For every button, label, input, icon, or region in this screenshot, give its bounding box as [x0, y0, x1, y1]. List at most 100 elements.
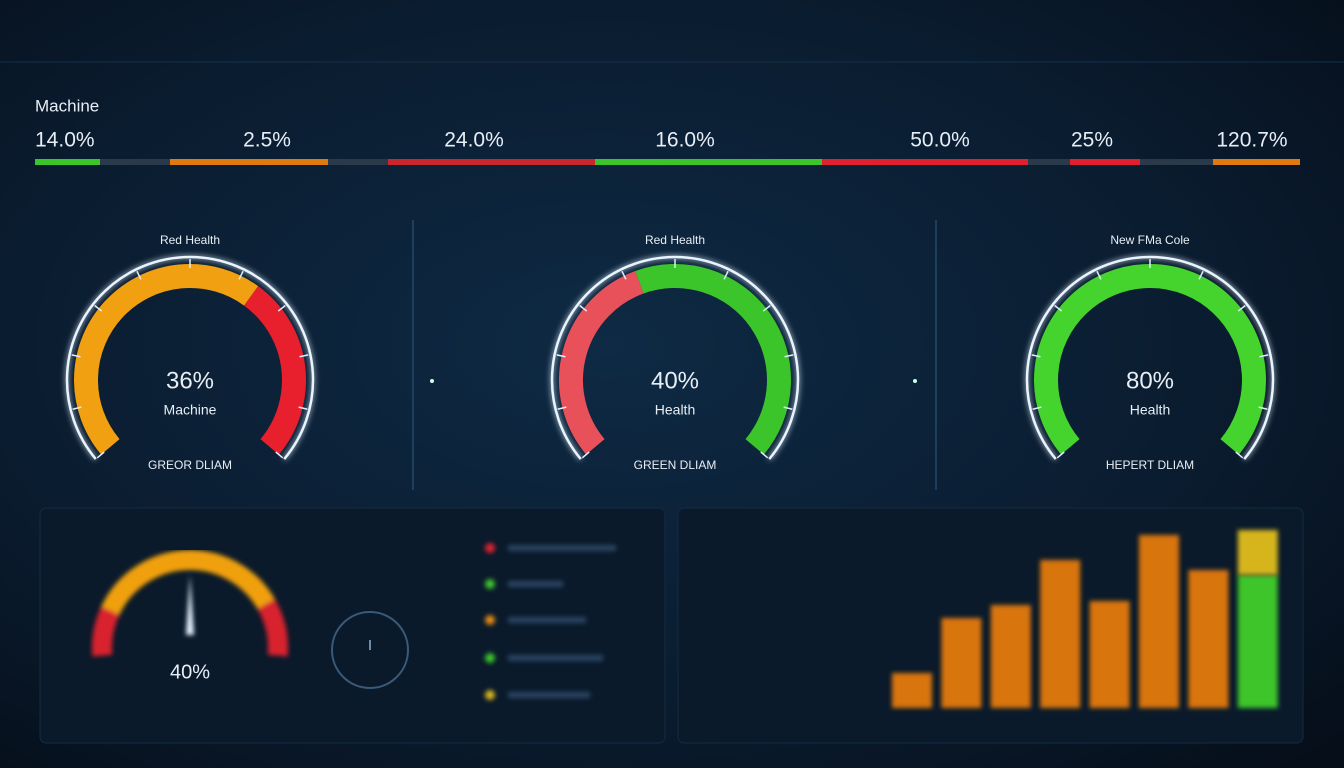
bar: [990, 605, 1031, 708]
progress-segment: [1070, 159, 1140, 165]
progress-segment: [595, 159, 822, 165]
bar: [1237, 575, 1278, 708]
gauge-tick: [275, 451, 284, 459]
gauge-label: Health: [655, 402, 695, 418]
dot: [430, 379, 434, 383]
gauge-tick: [762, 304, 771, 312]
gauge-ring: [65, 255, 315, 460]
progress-segment: [822, 159, 1028, 165]
gauge-tick: [71, 354, 81, 358]
gauge-tick: [96, 451, 105, 459]
mini-gauge-arc: [257, 599, 288, 657]
bar: [892, 673, 932, 708]
mini-gauge-arc: [101, 550, 275, 616]
metric-value: 25%: [1071, 129, 1113, 152]
gauge-arc: [243, 286, 306, 455]
gauge-title: Red Health: [160, 233, 220, 247]
progress-segment: [35, 159, 100, 165]
progress-segment: [328, 159, 388, 165]
mini-gauge: [92, 550, 288, 657]
gauge-tick: [1096, 270, 1102, 280]
progress-segment: [1140, 159, 1213, 165]
gauge-footer: GREOR DLIAM: [148, 458, 232, 472]
metric-value: 2.5%: [243, 129, 291, 152]
legend-text: [508, 545, 616, 551]
gauge-tick: [581, 451, 590, 459]
gauge-tick: [557, 406, 567, 411]
gauge-title: Red Health: [645, 233, 705, 247]
gauge-arc: [559, 270, 644, 455]
gauge-label: Machine: [164, 402, 217, 418]
metric-value: 50.0%: [910, 129, 970, 152]
progress-segment: [1028, 159, 1070, 165]
gauge-tick: [579, 304, 588, 312]
gauge-tick: [1054, 304, 1063, 312]
progress-segment: [170, 159, 328, 165]
dot: [913, 379, 917, 383]
clock-dial: [331, 611, 409, 689]
gauge-tick: [1258, 406, 1268, 411]
legend-text: [508, 692, 590, 698]
bar: [1188, 570, 1229, 708]
bar: [1040, 560, 1081, 708]
legend-dot: [485, 543, 495, 553]
gauge-tick: [136, 270, 142, 280]
legend-text: [508, 655, 603, 661]
gauge-tick: [1237, 304, 1246, 312]
gauge-tick: [1235, 451, 1244, 459]
gauge-footer: HEPERT DLIAM: [1106, 458, 1194, 472]
mini-gauge-arc: [92, 606, 120, 657]
bottom-left-panel: [39, 507, 666, 744]
bar: [1237, 530, 1278, 575]
header-title: Machine: [35, 96, 99, 115]
bar: [1139, 535, 1179, 708]
gauge-tick: [783, 406, 793, 411]
gauge-label: Health: [1130, 402, 1170, 418]
bar: [941, 618, 982, 708]
progress-segment: [388, 159, 595, 165]
legend-dot: [485, 690, 495, 700]
legend: [485, 543, 616, 700]
gauge-tick: [556, 354, 566, 358]
gauge-tick: [94, 304, 103, 312]
gauge-ring: [550, 255, 800, 460]
gauge-tick: [1031, 354, 1041, 358]
gauge-tick: [723, 270, 729, 280]
divider: [935, 220, 937, 490]
gauge-value: 80%: [1126, 367, 1174, 394]
gauge-tick: [298, 406, 308, 411]
gauge-tick: [760, 451, 769, 459]
gauge-tick: [1259, 354, 1269, 358]
gauge-value: 36%: [166, 367, 214, 394]
divider: [412, 220, 414, 490]
gauge-ring: [1025, 255, 1275, 460]
gauge-value: 40%: [651, 367, 699, 394]
gauge-tick: [784, 354, 794, 358]
gauge-tick: [621, 270, 627, 280]
gauge-tick: [299, 354, 309, 358]
progress-segment: [100, 159, 170, 165]
legend-text: [508, 581, 563, 587]
legend-dot: [485, 653, 495, 663]
bar: [1089, 601, 1130, 708]
gauge-tick: [1032, 406, 1042, 411]
mini-gauge-needle: [186, 575, 194, 635]
gauge-footer: GREEN DLIAM: [634, 458, 717, 472]
gauge-tick: [277, 304, 286, 312]
legend-dot: [485, 579, 495, 589]
metric-value: 120.7%: [1216, 129, 1287, 152]
metric-value: 16.0%: [655, 129, 715, 152]
metric-value: 14.0%: [35, 129, 95, 152]
gauge-tick: [238, 270, 244, 280]
progress-segment: [1213, 159, 1300, 165]
gauge-tick: [1198, 270, 1204, 280]
legend-dot: [485, 615, 495, 625]
gauge-tick: [1056, 451, 1065, 459]
gauge-tick: [72, 406, 82, 411]
gauge-arc: [1034, 264, 1266, 455]
gauge-title: New FMa Cole: [1110, 233, 1190, 247]
gauge-arc: [635, 264, 791, 455]
mini-gauge-value: 40%: [170, 661, 210, 683]
